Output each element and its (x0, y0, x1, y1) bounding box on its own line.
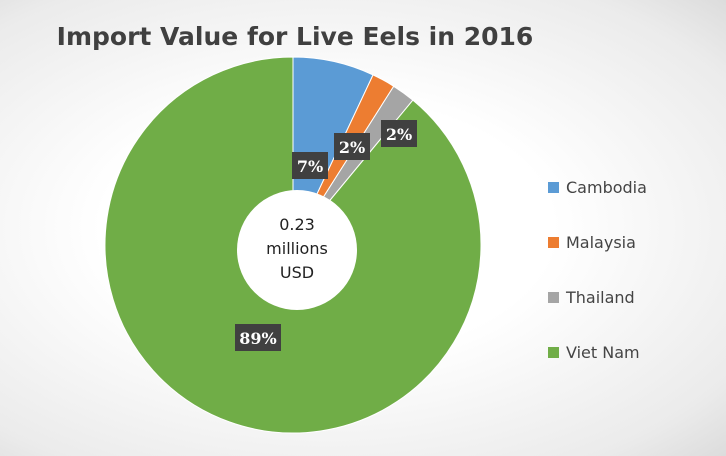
legend-item: Malaysia (548, 215, 647, 270)
data-label-box (381, 120, 417, 147)
legend-item: Viet Nam (548, 325, 647, 380)
legend-item: Thailand (548, 270, 647, 325)
data-label-box (292, 152, 328, 179)
center-label: 0.23 (279, 215, 315, 234)
data-label: 89% (235, 324, 281, 351)
chart-title: Import Value for Live Eels in 2016 (56, 22, 534, 51)
legend-label: Cambodia (566, 178, 647, 197)
data-label: 2% (381, 120, 417, 147)
legend-swatch (548, 182, 559, 193)
data-label-text: 2% (386, 125, 412, 144)
center-label: USD (280, 263, 314, 282)
data-label-text: 7% (297, 157, 323, 176)
legend-item: Cambodia (548, 160, 647, 215)
data-label-box (334, 133, 370, 160)
legend-swatch (548, 237, 559, 248)
data-label: 2% (334, 133, 370, 160)
legend-swatch (548, 347, 559, 358)
donut-hole (237, 190, 357, 310)
data-label-text: 2% (339, 138, 365, 157)
data-label: 7% (292, 152, 328, 179)
legend-label: Thailand (566, 288, 635, 307)
legend-label: Malaysia (566, 233, 636, 252)
data-label-box (235, 324, 281, 351)
center-label: millions (266, 239, 328, 258)
legend-label: Viet Nam (566, 343, 640, 362)
data-label-text: 89% (239, 329, 276, 348)
legend-swatch (548, 292, 559, 303)
legend: Cambodia Malaysia Thailand Viet Nam (548, 160, 647, 380)
